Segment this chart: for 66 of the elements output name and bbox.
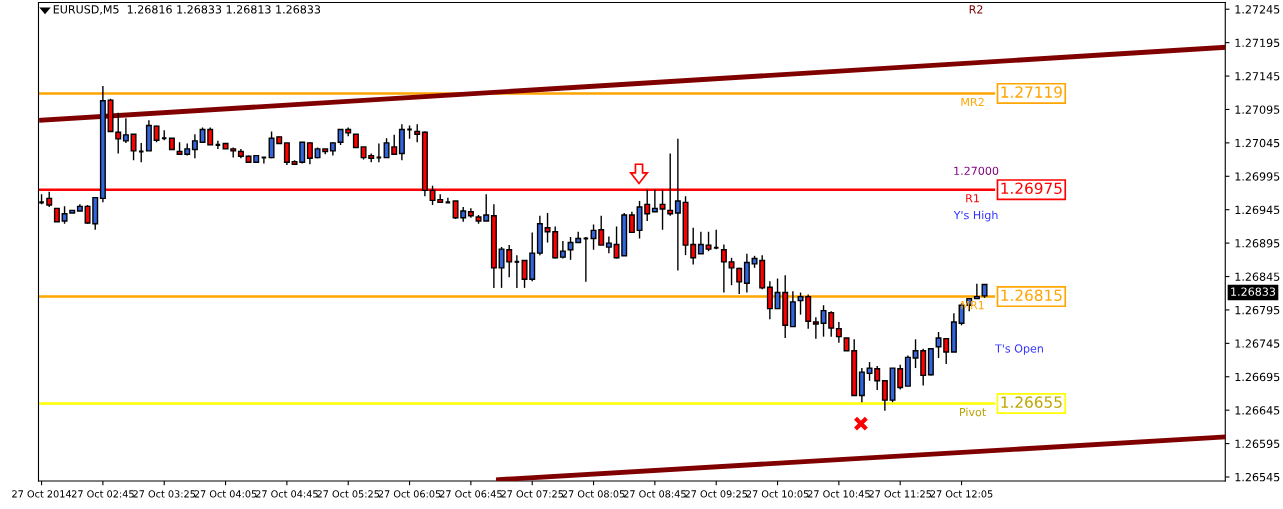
candlestick bbox=[130, 133, 137, 161]
candlestick bbox=[137, 142, 145, 163]
candlestick bbox=[283, 142, 290, 166]
candlestick bbox=[705, 231, 712, 252]
candlestick bbox=[812, 316, 819, 340]
annotation: R2 bbox=[969, 5, 983, 14]
ref-line-label: 1.26815 bbox=[1001, 289, 1062, 301]
y-tick-label: 1.26595 bbox=[1235, 439, 1280, 448]
y-tick-label: 1.26895 bbox=[1235, 239, 1280, 248]
candlestick bbox=[697, 231, 704, 255]
y-tick-label: 1.26945 bbox=[1235, 205, 1280, 215]
x-tick-label: 27 Oct 06:45 bbox=[439, 490, 502, 498]
x-tick-label: 27 Oct 04:45 bbox=[255, 490, 318, 498]
x-tick-label: 27 Oct 02:45 bbox=[71, 490, 134, 498]
x-tick-label: 27 Oct 08:45 bbox=[623, 490, 686, 498]
annotation: R1 bbox=[966, 194, 979, 203]
candlestick bbox=[858, 367, 865, 403]
y-tick-label: 1.27045 bbox=[1235, 138, 1280, 148]
y-tick-label: 1.26645 bbox=[1235, 406, 1280, 415]
candlestick bbox=[674, 138, 681, 272]
x-tick-label: 27 Oct 2014 bbox=[12, 490, 72, 498]
candlestick bbox=[605, 235, 612, 254]
candlestick bbox=[628, 211, 635, 234]
x-tick-label: 27 Oct 10:05 bbox=[746, 490, 809, 498]
y-tick-label: 1.26745 bbox=[1235, 339, 1280, 348]
x-tick-label: 27 Oct 09:25 bbox=[685, 490, 748, 498]
candlestick bbox=[766, 280, 773, 320]
y-tick-label: 1.26845 bbox=[1235, 272, 1280, 281]
y-tick-label: 1.26795 bbox=[1235, 305, 1280, 315]
y-tick-label: 1.26695 bbox=[1235, 372, 1280, 382]
annotation: 1.27000 bbox=[954, 166, 999, 176]
y-tick-label: 1.27195 bbox=[1235, 38, 1280, 48]
x-tick-label: 27 Oct 12:05 bbox=[930, 490, 993, 498]
candlestick bbox=[122, 117, 129, 144]
candlestick bbox=[651, 188, 658, 213]
chart-title: EURUSD,M5 1.26816 1.26833 1.26813 1.26833 bbox=[53, 5, 321, 15]
x-tick-label: 27 Oct 05:25 bbox=[317, 490, 380, 498]
candlestick bbox=[881, 380, 888, 412]
y-tick-label: 1.26545 bbox=[1235, 472, 1280, 482]
candlestick bbox=[712, 229, 720, 250]
x-tick-label: 27 Oct 10:45 bbox=[807, 490, 870, 498]
x-tick-label: 27 Oct 04:05 bbox=[194, 490, 257, 498]
y-tick-label: 1.26995 bbox=[1235, 172, 1280, 181]
annotation: Y's High bbox=[953, 210, 998, 222]
x-tick-label: 27 Oct 11:25 bbox=[869, 490, 932, 498]
candlestick bbox=[306, 141, 313, 165]
candlestick bbox=[720, 243, 727, 294]
text: 1.26833 bbox=[1231, 287, 1276, 296]
x-tick-label: 27 Oct 07:25 bbox=[501, 490, 564, 498]
candlestick bbox=[414, 123, 421, 143]
candlestick bbox=[743, 253, 750, 294]
x-tick-label: 27 Oct 03:25 bbox=[133, 490, 196, 498]
y-tick-label: 1.27145 bbox=[1235, 72, 1280, 81]
x-tick-label: 27 Oct 08:05 bbox=[562, 490, 625, 498]
candlestick bbox=[973, 283, 980, 300]
x-tick-label: 27 Oct 06:05 bbox=[378, 490, 441, 498]
y-tick-label: 1.27095 bbox=[1235, 105, 1280, 114]
candlestick bbox=[835, 321, 842, 344]
annotation: Pivot bbox=[960, 407, 986, 417]
y-tick-label: 1.27245 bbox=[1235, 5, 1280, 14]
ref-line-label: 1.27119 bbox=[1001, 86, 1062, 98]
annotation: T's Open bbox=[995, 344, 1043, 355]
ref-line-label: 1.26975 bbox=[1001, 182, 1062, 195]
ref-line-label: 1.26655 bbox=[1001, 396, 1062, 408]
candlestick bbox=[191, 133, 198, 159]
annotation: MR2 bbox=[961, 97, 984, 107]
